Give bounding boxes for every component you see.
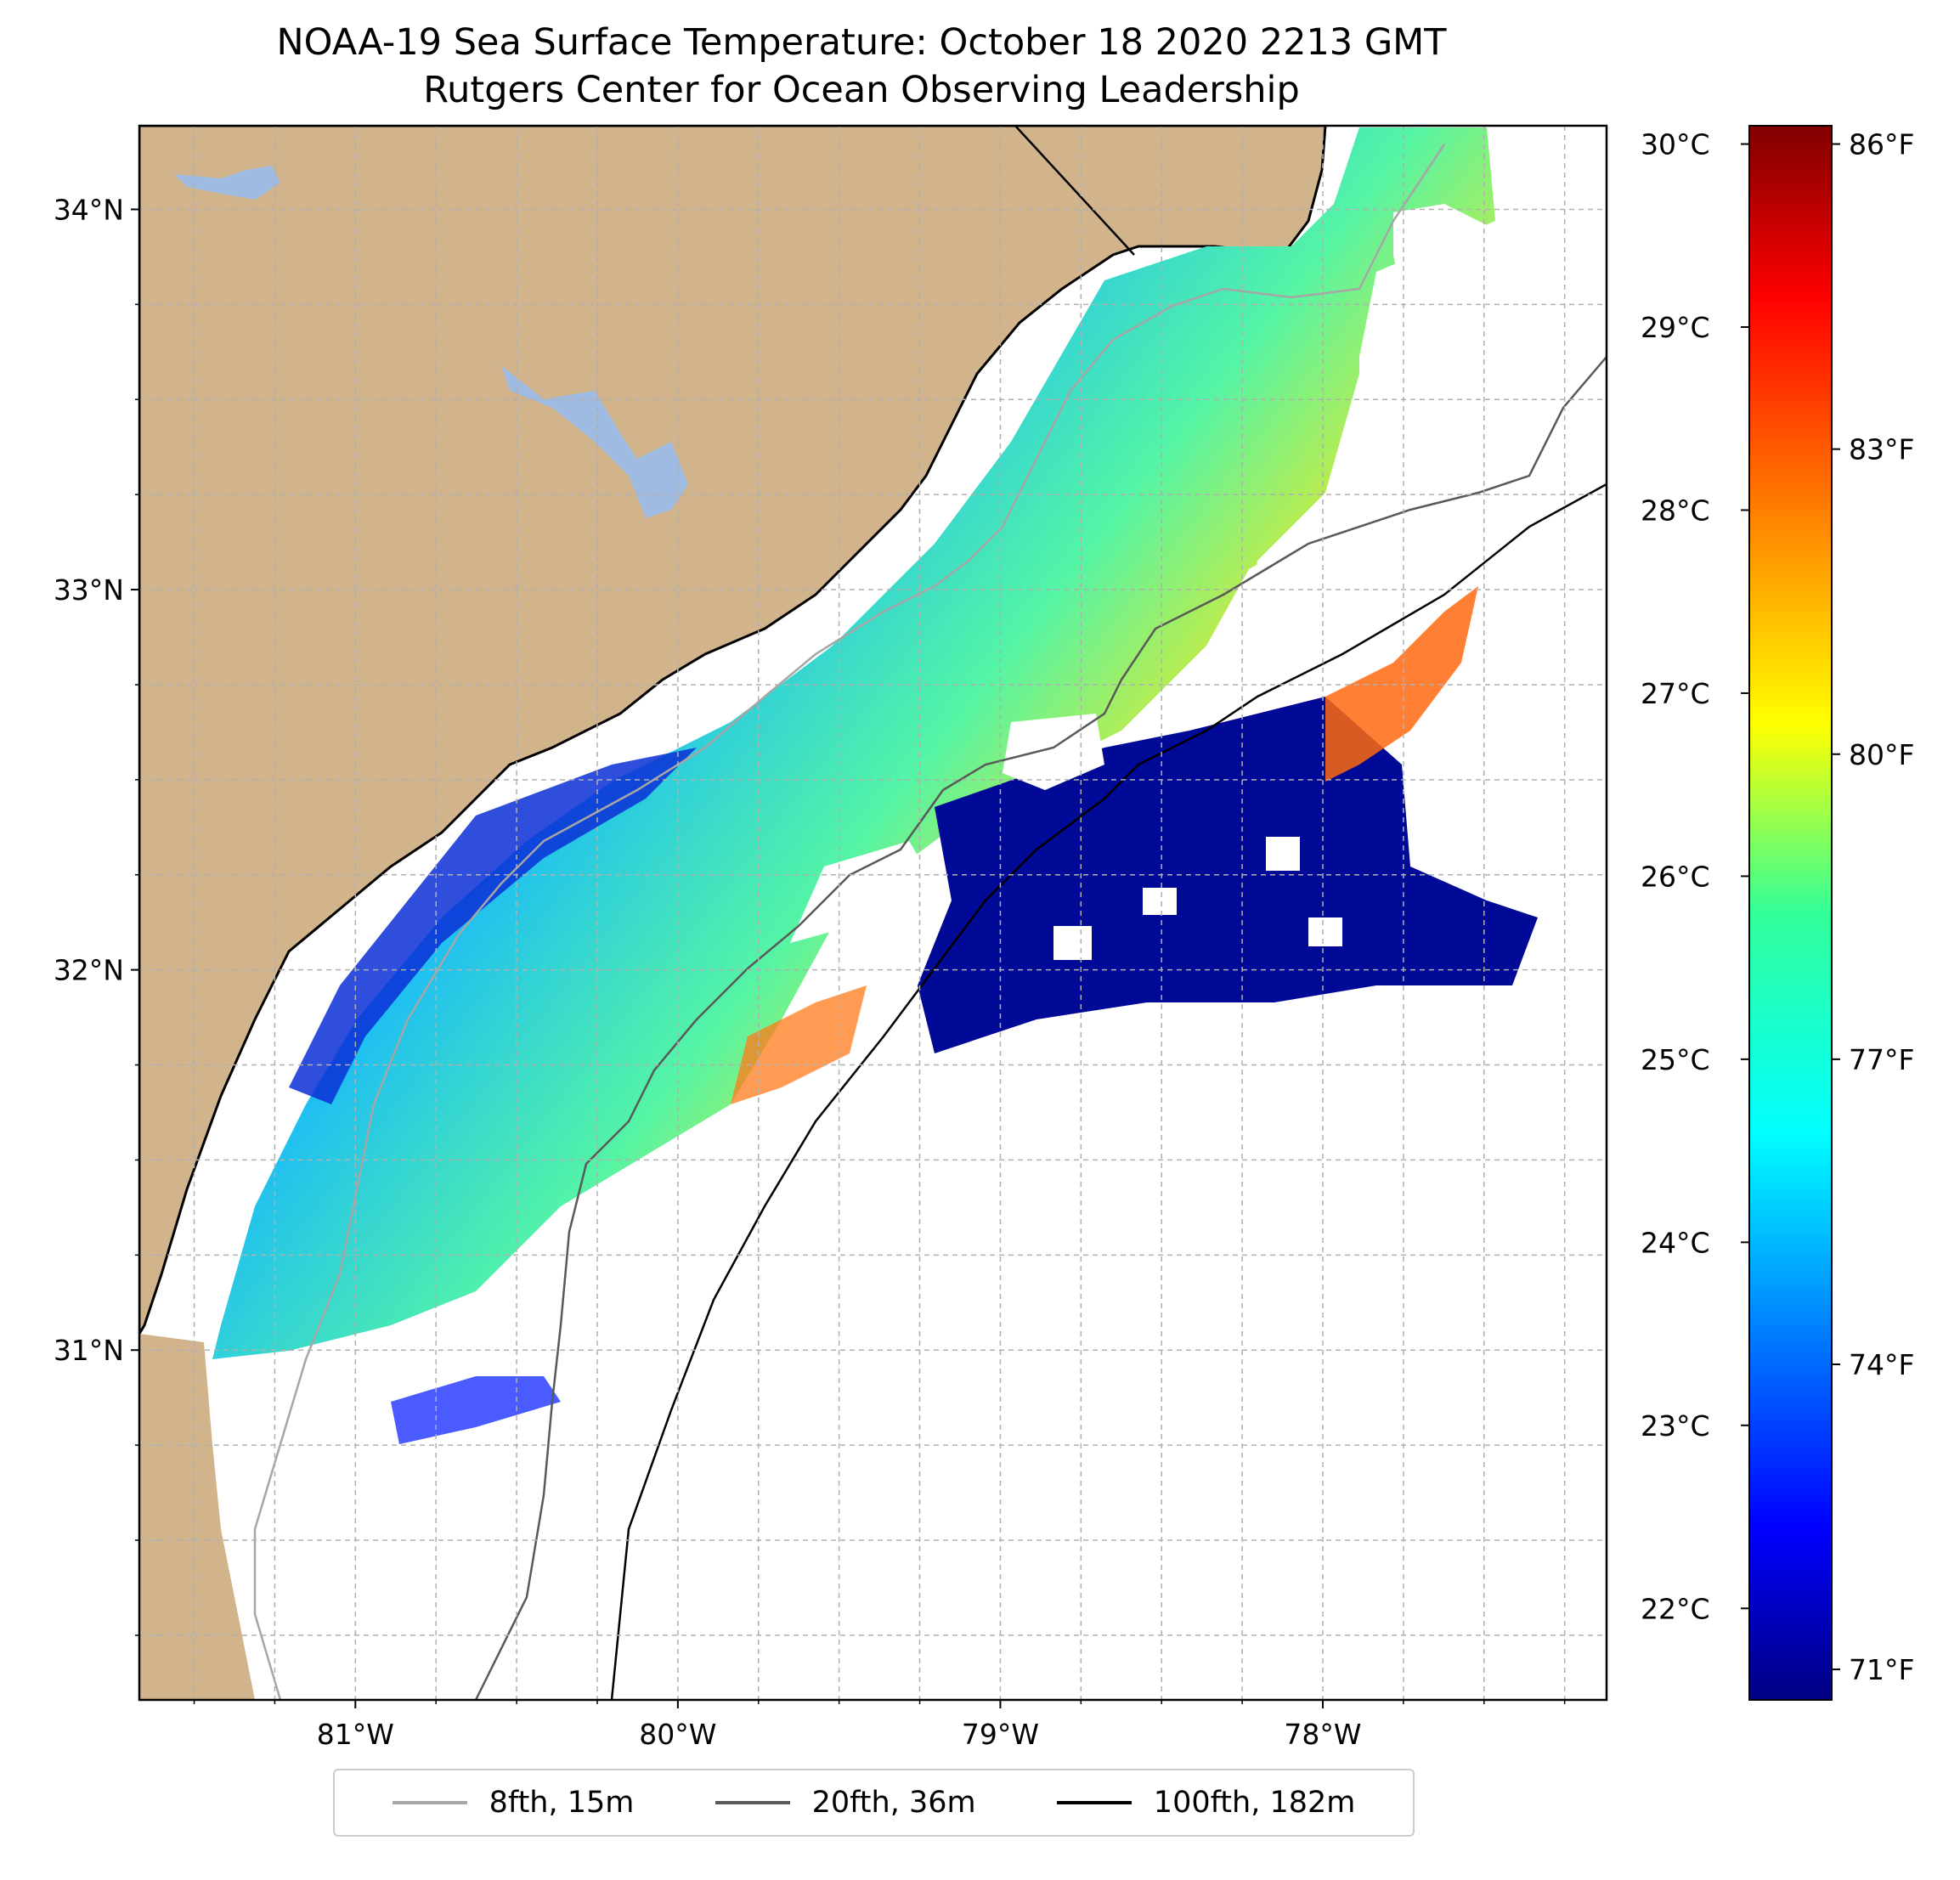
lake-moultrie — [501, 365, 688, 518]
legend-item-20fth: 20fth, 36m — [715, 1786, 976, 1820]
fahrenheit-tick-label: 80°F — [1849, 738, 1914, 771]
state-boundary — [1014, 126, 1135, 256]
fahrenheit-tick-label: 83°F — [1849, 433, 1914, 466]
celsius-tick-label: 25°C — [1641, 1043, 1710, 1076]
title-line-1: NOAA-19 Sea Surface Temperature: October… — [276, 21, 1447, 64]
lon-tick-label: 81°W — [317, 1718, 394, 1751]
celsius-tick-label: 24°C — [1641, 1226, 1710, 1259]
legend-label-20fth: 20fth, 36m — [811, 1786, 976, 1820]
legend-item-100fth: 100fth, 182m — [1056, 1786, 1356, 1820]
isobath-20fth — [474, 356, 1607, 1700]
title-line-2: Rutgers Center for Ocean Observing Leade… — [423, 69, 1300, 111]
isobath-legend: 8fth, 15m 20fth, 36m 100fth, 182m — [333, 1769, 1415, 1837]
cloud-gap-6 — [1143, 888, 1177, 915]
lat-tick-label: 32°N — [54, 954, 124, 987]
celsius-tick-label: 26°C — [1641, 860, 1710, 893]
celsius-tick-label: 22°C — [1641, 1592, 1710, 1625]
lat-tick-label: 34°N — [54, 193, 124, 226]
map-gridlines — [139, 126, 1607, 1700]
fahrenheit-tick-label: 74°F — [1849, 1348, 1914, 1381]
map-frame — [138, 124, 1608, 1702]
legend-label-100fth: 100fth, 182m — [1153, 1786, 1356, 1820]
lon-tick-label: 80°W — [639, 1718, 716, 1751]
map-panel — [139, 126, 1607, 1700]
cloud-gap-3 — [790, 841, 935, 943]
colorbar: 30°C 29°C 28°C 27°C 26°C 25°C 24°C 23°C 22°C 86°… — [1641, 125, 1914, 1701]
cloud-gap-5 — [1053, 926, 1092, 960]
lake-north — [174, 166, 280, 200]
cloud-gap-4 — [1003, 714, 1104, 790]
cloud-gap-1 — [1393, 204, 1495, 297]
celsius-tick-label: 27°C — [1641, 677, 1710, 710]
cloud-gap-8 — [1266, 837, 1300, 871]
fahrenheit-tick-label: 77°F — [1849, 1043, 1914, 1076]
sst-warm-patch-2 — [731, 985, 867, 1104]
legend-swatch-8fth — [392, 1801, 467, 1804]
cloud-gap-2 — [1240, 357, 1410, 663]
colorbar-celsius-axis: 30°C 29°C 28°C 27°C 26°C 25°C 24°C 23°C 22°C — [1641, 128, 1749, 1625]
fahrenheit-tick-label: 86°F — [1849, 128, 1914, 161]
sst-cold-band — [289, 748, 697, 1104]
legend-label-8fth: 8fth, 15m — [489, 1786, 635, 1820]
chart-title: NOAA-19 Sea Surface Temperature: October… — [0, 19, 1723, 114]
sst-warm-patch — [1325, 586, 1478, 782]
sst-shelf-field — [212, 127, 1495, 1359]
lat-tick-label: 31°N — [54, 1334, 124, 1367]
legend-item-8fth: 8fth, 15m — [392, 1786, 635, 1820]
land-mass-south — [139, 1334, 255, 1700]
lon-tick-label: 79°W — [962, 1718, 1039, 1751]
fahrenheit-tick-label: 71°F — [1849, 1653, 1914, 1686]
colorbar-gradient — [1748, 125, 1833, 1701]
colorbar-fahrenheit-axis: 86°F 83°F 80°F 77°F 74°F 71°F — [1832, 128, 1914, 1686]
celsius-tick-label: 29°C — [1641, 311, 1710, 344]
celsius-tick-label: 30°C — [1641, 128, 1710, 161]
cloud-gap-7 — [1308, 917, 1342, 946]
isobath-8fth — [253, 144, 1446, 1700]
celsius-tick-label: 23°C — [1641, 1409, 1710, 1442]
lat-tick-label: 33°N — [54, 573, 124, 607]
latitude-axis: 34°N 33°N 32°N 31°N — [54, 193, 139, 1636]
celsius-tick-label: 28°C — [1641, 494, 1710, 527]
longitude-axis: 81°W 80°W 79°W 78°W — [193, 1700, 1566, 1751]
lon-tick-label: 78°W — [1284, 1718, 1361, 1751]
sst-south-patch — [391, 1376, 561, 1444]
legend-swatch-100fth — [1056, 1801, 1132, 1804]
legend-swatch-20fth — [715, 1801, 790, 1804]
